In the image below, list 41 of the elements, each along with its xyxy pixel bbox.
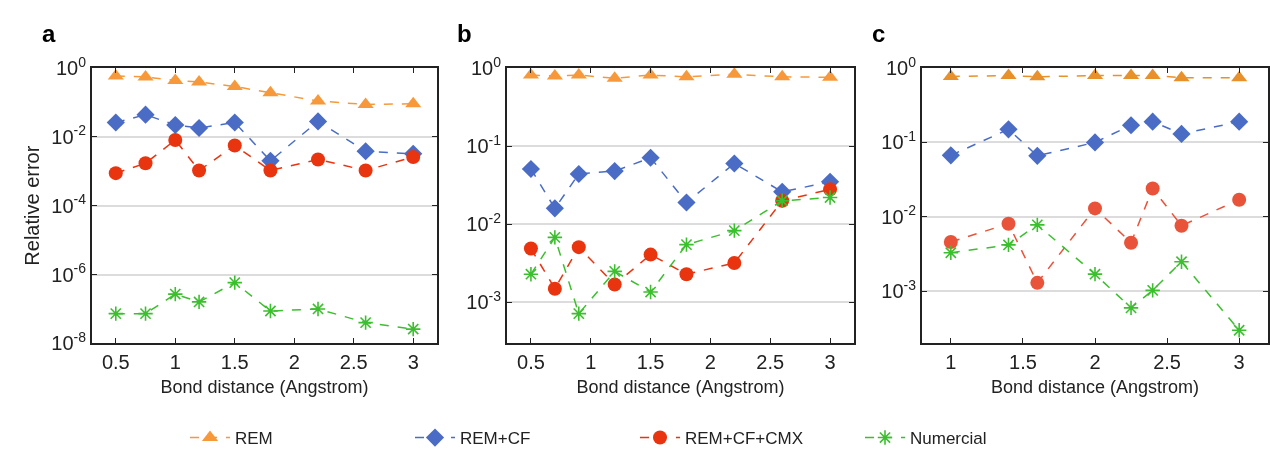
y-tick-label: 10$^{0}$ — [55, 53, 87, 79]
legend-label: REM+CF — [460, 429, 531, 449]
x-tick-label: 3 — [824, 351, 836, 374]
x-tick-label: 2 — [704, 351, 716, 374]
x-tick-label: 3 — [407, 351, 419, 374]
y-tick-label: 10$^{-8}$ — [51, 328, 87, 355]
chart-title: c — [872, 20, 886, 47]
x-tick-label: 1 — [169, 351, 181, 374]
y-tick-label: 10$^{-2}$ — [881, 202, 917, 228]
y-tick-label: 10$^{-6}$ — [51, 260, 87, 286]
y-tick-label: 10$^{-2}$ — [51, 122, 87, 148]
chart-title: a — [42, 20, 56, 47]
x-axis-title: Bond distance (Angstrom) — [576, 376, 785, 397]
y-axis-title: Relative error — [21, 145, 44, 266]
legend-label: REM — [235, 429, 273, 449]
y-tick-label: 10$^{-4}$ — [51, 191, 87, 217]
x-tick-label: 2 — [1089, 351, 1101, 374]
y-tick-label: 10$^{-1}$ — [466, 131, 502, 158]
x-tick-label: 2.5 — [756, 351, 785, 374]
y-tick-label: 10$^{0}$ — [470, 53, 502, 79]
y-tick-label: 10$^{-3}$ — [881, 276, 917, 303]
x-tick-label: 1.5 — [636, 351, 665, 374]
y-tick-label: 10$^{-2}$ — [466, 209, 502, 236]
x-tick-label: 0.5 — [517, 351, 545, 374]
x-tick-label: 1.5 — [220, 351, 249, 374]
legend-label: Numercial — [910, 429, 987, 449]
x-tick-label: 3 — [1233, 351, 1245, 374]
x-tick-label: 0.5 — [101, 351, 130, 374]
y-tick-label: 10$^{-3}$ — [466, 288, 502, 314]
x-tick-label: 2.5 — [339, 351, 368, 374]
y-tick-label: 10$^{-1}$ — [881, 128, 917, 154]
x-tick-label: 1 — [585, 351, 597, 374]
y-tick-label: 10$^{0}$ — [885, 53, 917, 79]
x-tick-label: 1 — [945, 351, 957, 374]
legend-label: REM+CF+CMX — [685, 429, 804, 449]
x-tick-label: 2 — [288, 351, 300, 374]
chart-title: b — [457, 20, 472, 47]
x-tick-label: 1.5 — [1009, 351, 1037, 374]
x-axis-title: Bond distance (Angstrom) — [160, 376, 369, 397]
x-axis-title: Bond distance (Angstrom) — [990, 376, 1200, 397]
x-tick-label: 2.5 — [1153, 351, 1181, 374]
